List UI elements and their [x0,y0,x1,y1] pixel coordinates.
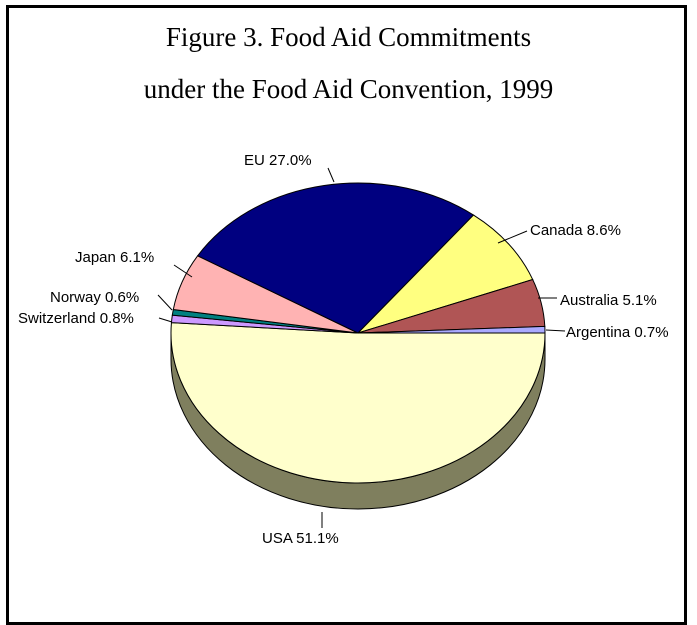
pie-slice-usa [170,322,546,484]
leader-line-norway [157,294,173,311]
chart-title-line-1: Figure 3. Food Aid Commitments [165,22,532,52]
data-label-canada: Canada 8.6% [530,222,621,239]
leader-line-argentina [545,329,566,332]
pie-chart: USA 51.1% Switzerland 0.8% Norway 0.6% Japa… [18,152,669,547]
data-label-eu: EU 27.0% [244,152,312,169]
data-label-norway: Norway 0.6% [50,289,139,306]
pie-slice-eu [196,182,475,334]
data-label-switzerland: Switzerland 0.8% [18,310,134,327]
data-label-usa: USA 51.1% [262,530,339,547]
leader-line-japan [173,264,193,278]
leader-line-canada [497,230,528,244]
data-label-japan: Japan 6.1% [75,249,154,266]
data-label-australia: Australia 5.1% [560,292,657,309]
chart-title-line-2: under the Food Aid Convention, 1999 [143,74,554,104]
pie-slice-canada [357,214,534,334]
data-label-argentina: Argentina 0.7% [566,324,669,341]
leader-line-eu [327,167,335,183]
leader-line-switzerland [158,317,173,323]
pie-slice-argentina [357,325,546,334]
